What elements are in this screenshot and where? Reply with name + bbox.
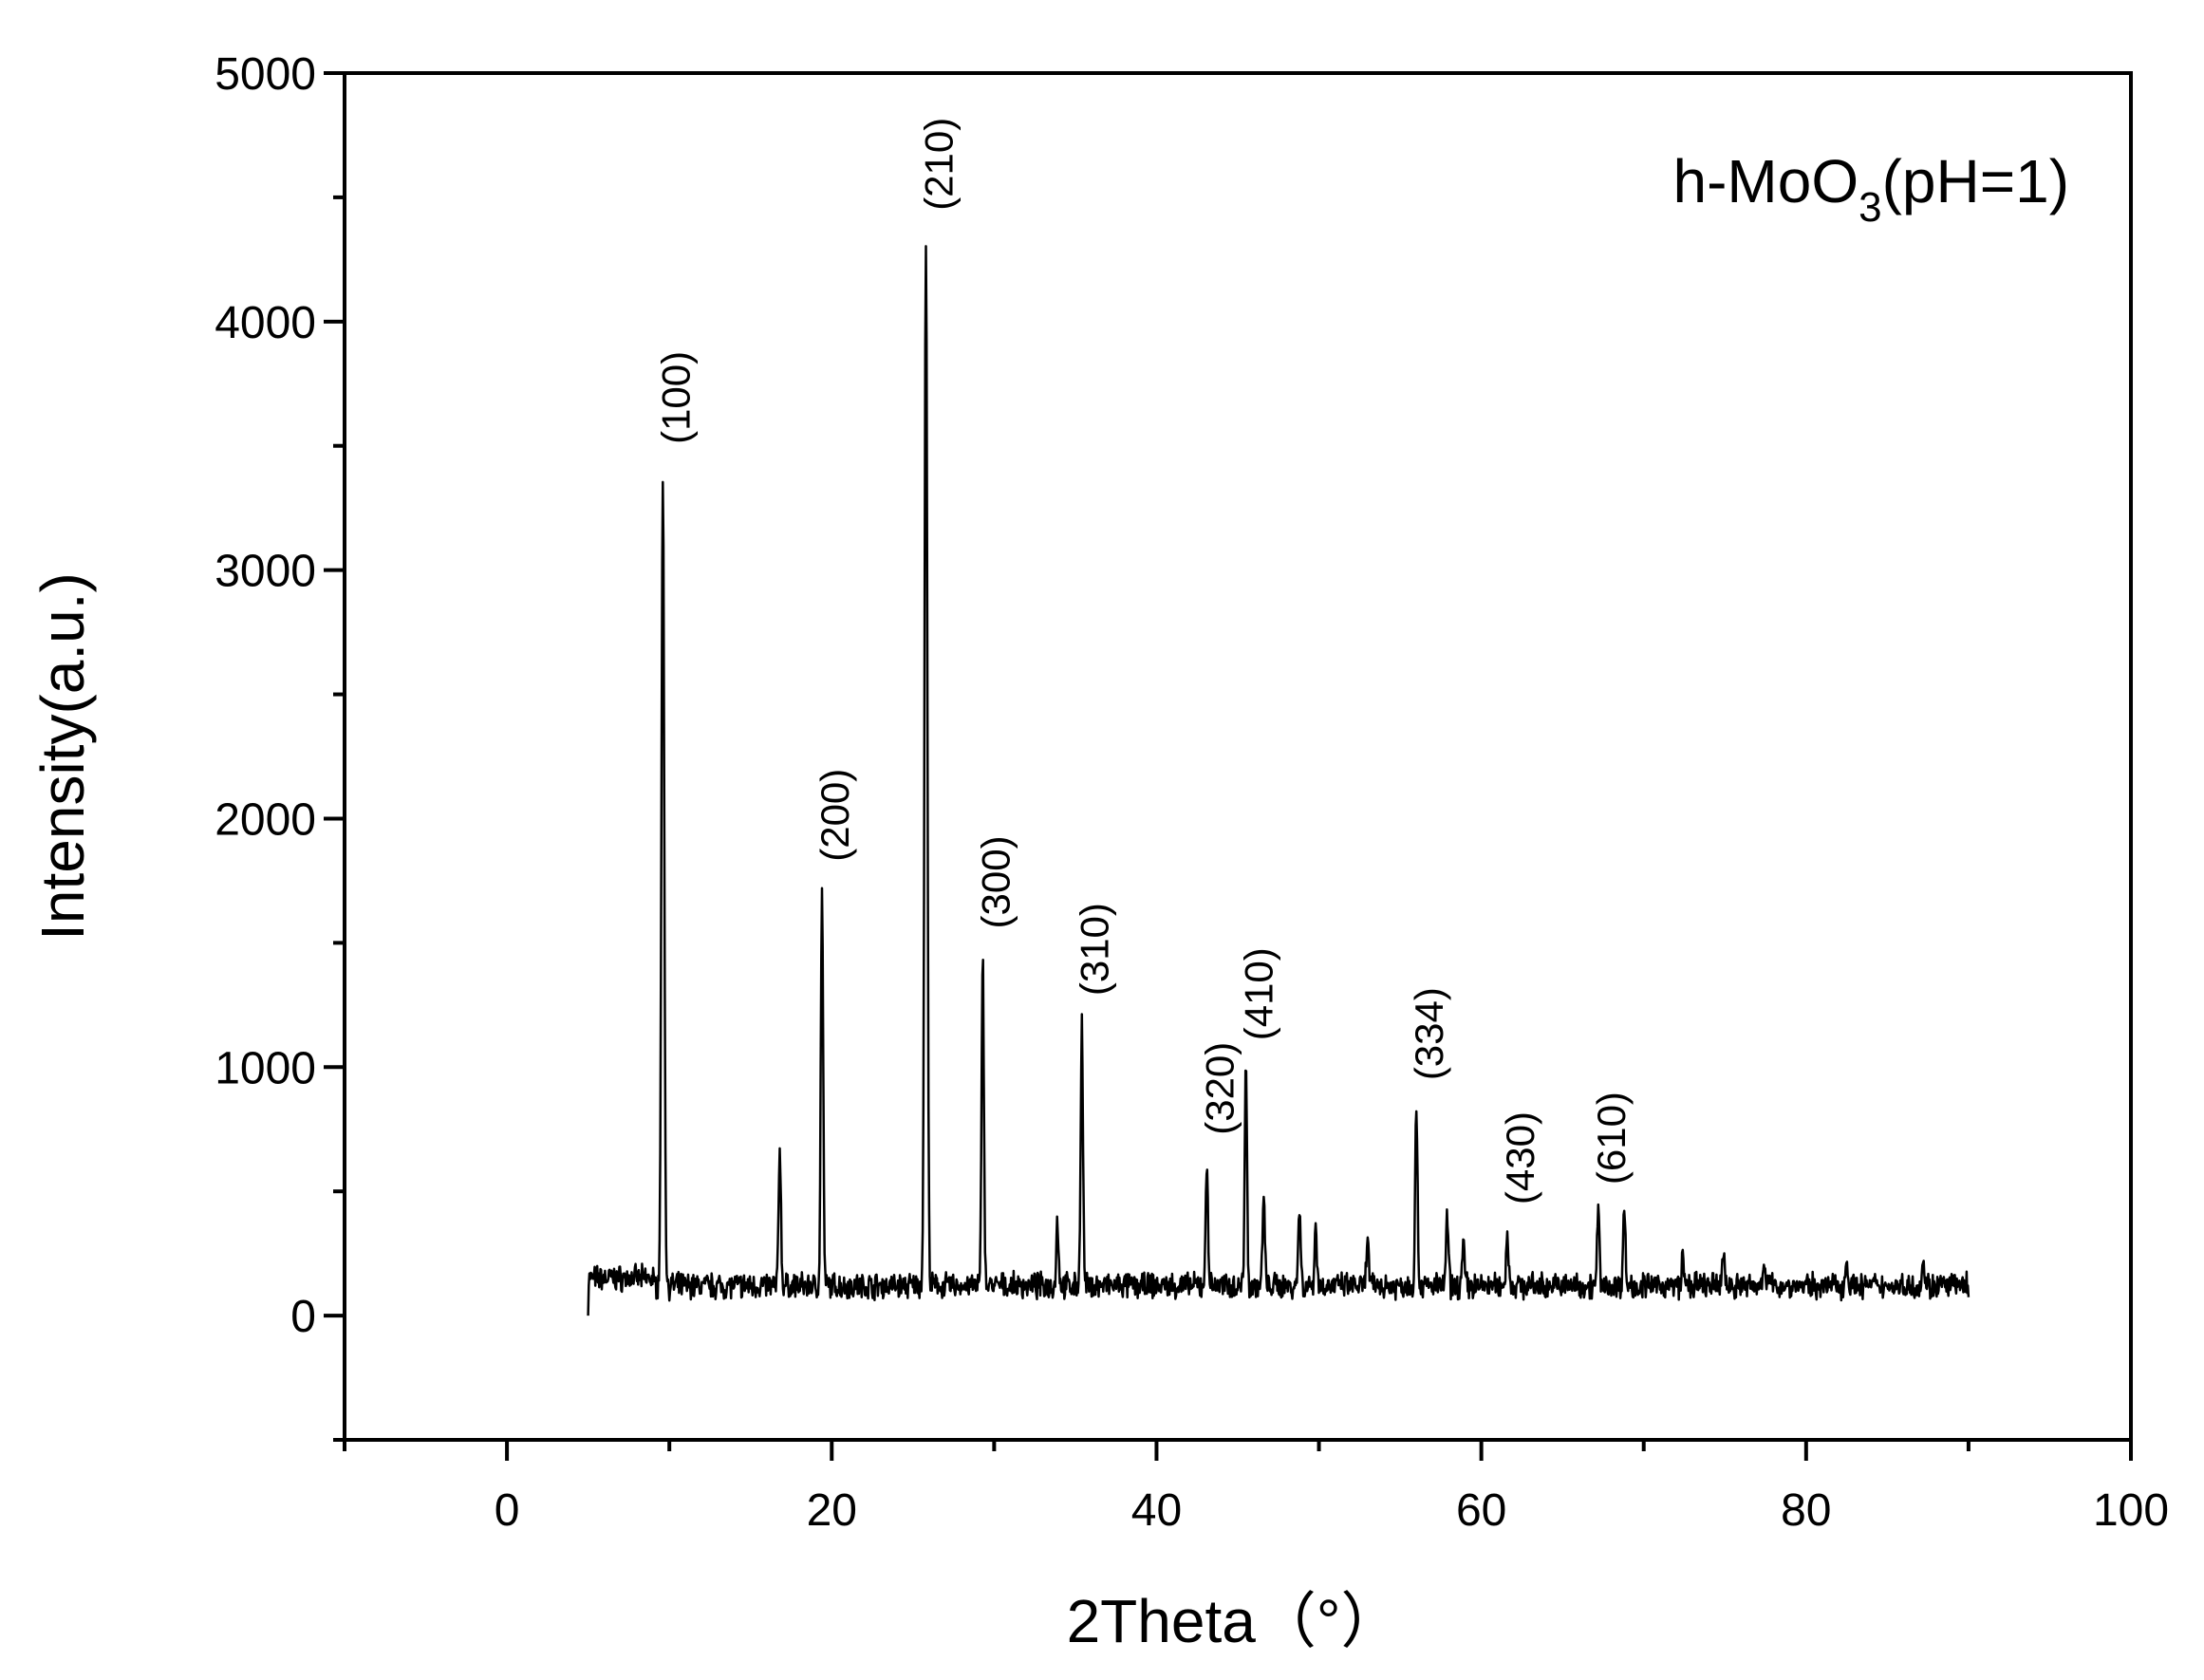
y-axis-tick-labels: 0 1000 2000 3000 4000 5000 xyxy=(215,49,316,1342)
peak-label: (430) xyxy=(1498,1111,1542,1204)
peak-label: (610) xyxy=(1589,1092,1634,1185)
y-tick-label: 2000 xyxy=(215,794,316,845)
x-tick-label: 0 xyxy=(495,1485,520,1536)
peak-label: (100) xyxy=(653,351,698,444)
peak-label: (320) xyxy=(1197,1042,1242,1135)
x-axis-tick-labels: 0 20 40 60 80 100 xyxy=(495,1485,2169,1536)
peak-label: (410) xyxy=(1237,947,1281,1040)
peak-label: (310) xyxy=(1073,903,1117,996)
x-axis-ticks xyxy=(343,1440,2133,1461)
peak-label: (210) xyxy=(917,118,962,211)
y-axis-title: Intensity(a.u.) xyxy=(28,572,97,941)
peak-label: (300) xyxy=(973,835,1018,928)
peak-label: (200) xyxy=(812,769,857,862)
legend-subscript: 3 xyxy=(1858,184,1881,231)
y-axis-ticks xyxy=(324,71,345,1442)
x-tick-label: 60 xyxy=(1456,1485,1506,1536)
x-axis-title: 2Theta（°） xyxy=(1067,1587,1402,1655)
x-tick-label: 80 xyxy=(1781,1485,1831,1536)
x-tick-label: 100 xyxy=(2093,1485,2169,1536)
x-tick-label: 40 xyxy=(1131,1485,1182,1536)
legend-label: h-MoO3(pH=1) xyxy=(1673,147,2069,231)
legend-tail: (pH=1) xyxy=(1882,147,2069,215)
y-tick-label: 5000 xyxy=(215,49,316,100)
y-tick-label: 3000 xyxy=(215,547,316,597)
plot-frame xyxy=(343,71,2133,1442)
peak-labels: (100) (200) (210) (300) (310) (320)(410) (334)… xyxy=(653,118,1633,1204)
peak-label: (334) xyxy=(1407,987,1451,1080)
y-tick-label: 1000 xyxy=(215,1043,316,1093)
y-tick-label: 0 xyxy=(290,1292,316,1342)
legend-main: h-MoO xyxy=(1673,147,1859,215)
x-tick-label: 20 xyxy=(807,1485,857,1536)
y-tick-label: 4000 xyxy=(215,298,316,348)
series-line xyxy=(587,245,1971,1316)
